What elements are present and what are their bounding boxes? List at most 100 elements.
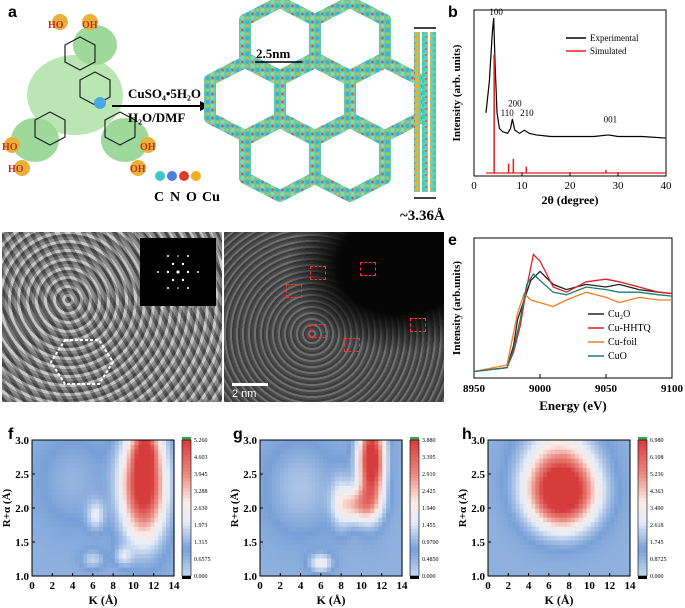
heatmap-cell xyxy=(142,571,147,577)
heatmap-cell xyxy=(39,494,45,500)
heatmap-cell xyxy=(79,557,84,563)
heatmap-cell xyxy=(79,476,84,482)
heatmap-cell xyxy=(551,548,556,554)
colorbar-cell xyxy=(410,518,419,523)
heatmap-cell xyxy=(71,571,76,577)
heatmap-cell xyxy=(295,548,301,554)
heatmap-cell xyxy=(378,526,383,532)
heatmap-cell xyxy=(334,485,340,491)
heatmap-cell xyxy=(51,467,57,473)
heatmap-cell xyxy=(146,449,151,455)
heatmap-cell xyxy=(618,471,623,477)
heatmap-cell xyxy=(566,503,572,509)
heatmap-cell xyxy=(91,449,96,455)
heatmap-cell xyxy=(67,562,73,568)
heatmap-cell xyxy=(166,498,171,505)
heatmap-cell xyxy=(275,494,281,500)
heatmap-cell xyxy=(378,553,383,559)
heatmap-cell xyxy=(386,467,391,473)
heatmap-cell xyxy=(279,462,285,468)
heatmap-cell xyxy=(551,494,556,500)
heatmap-cell xyxy=(55,494,61,500)
heatmap-cell xyxy=(267,557,273,563)
heatmap-cell xyxy=(118,503,124,509)
heatmap-cell xyxy=(47,467,53,473)
heatmap-cell xyxy=(398,544,403,550)
heatmap-cell xyxy=(55,539,61,545)
heatmap-cell xyxy=(523,512,529,518)
heatmap-cell xyxy=(539,503,544,509)
heatmap-cell xyxy=(170,498,175,505)
heatmap-cell xyxy=(260,453,265,459)
heatmap-cell xyxy=(275,485,281,491)
heatmap-cell xyxy=(311,489,316,495)
heatmap-cell xyxy=(622,449,627,455)
x-tick-label: 0 xyxy=(471,180,477,192)
heatmap-cell xyxy=(307,440,312,446)
x-tick-label: 10 xyxy=(128,580,140,592)
heatmap-cell xyxy=(260,508,265,514)
heatmap-cell xyxy=(59,494,65,500)
panel-label-f: f xyxy=(8,426,14,443)
heatmap-cell xyxy=(366,517,372,523)
heatmap-cell xyxy=(130,517,136,523)
heatmap-cell xyxy=(491,526,497,532)
heatmap-cell xyxy=(551,535,556,541)
heatmap-cell xyxy=(566,521,572,527)
heatmap-cell xyxy=(578,535,584,541)
heatmap-cell xyxy=(507,548,513,554)
heatmap-cell xyxy=(319,444,324,450)
heatmap-cell xyxy=(574,562,580,568)
heatmap-cell xyxy=(606,480,611,486)
heatmap-cell xyxy=(158,467,163,473)
heatmap-cell xyxy=(166,517,171,523)
heatmap-cell xyxy=(166,449,171,455)
heatmap-cell xyxy=(488,489,493,495)
heatmap-cell xyxy=(35,462,41,468)
heatmap-cell xyxy=(539,521,544,527)
heatmap-cell xyxy=(559,526,564,532)
heatmap-cell xyxy=(287,521,293,527)
heatmap-cell xyxy=(594,498,600,505)
heatmap-cell xyxy=(51,480,57,486)
single-atom-box xyxy=(344,338,360,352)
heatmap-cell xyxy=(39,535,45,541)
heatmap-cell xyxy=(531,521,536,527)
heatmap-cell xyxy=(566,480,572,486)
heatmap-cell xyxy=(626,444,631,450)
heatmap-cell xyxy=(43,440,49,446)
heatmap-cell xyxy=(126,566,132,573)
heatmap-cell xyxy=(334,571,340,577)
heatmap-cell xyxy=(126,553,132,559)
heatmap-cell xyxy=(594,476,600,482)
heatmap-cell xyxy=(138,498,144,505)
colorbar-tick-label: 2.618 xyxy=(650,523,664,529)
heatmap-cell xyxy=(559,458,564,464)
heatmap-cell xyxy=(263,444,269,450)
heatmap-cell xyxy=(146,562,151,568)
heatmap-cell xyxy=(271,449,277,455)
heatmap-cell xyxy=(531,458,536,464)
heatmap-cell xyxy=(386,449,391,455)
heatmap-cell xyxy=(91,526,96,532)
heatmap-cell xyxy=(523,453,529,459)
heatmap-cell xyxy=(566,453,572,459)
heatmap-cell xyxy=(99,553,104,559)
heatmap-cell xyxy=(386,557,391,563)
heatmap-cell xyxy=(166,562,171,568)
heatmap-cell xyxy=(315,562,320,568)
heatmap-cell xyxy=(118,494,124,500)
heatmap-cell xyxy=(299,553,304,559)
heatmap-cell xyxy=(614,485,619,491)
heatmap-cell xyxy=(35,467,41,473)
heatmap-cell xyxy=(260,489,265,495)
heatmap-cell xyxy=(382,535,387,541)
heatmap-cell xyxy=(114,440,120,446)
heatmap-cell xyxy=(299,440,304,446)
heatmap-cell xyxy=(547,503,552,509)
colorbar-tick-label: 2.630 xyxy=(194,506,208,512)
heatmap-cell xyxy=(95,535,100,541)
heatmap-cell xyxy=(491,508,497,514)
heatmap-cell xyxy=(170,440,175,446)
heatmap-cell xyxy=(146,535,151,541)
